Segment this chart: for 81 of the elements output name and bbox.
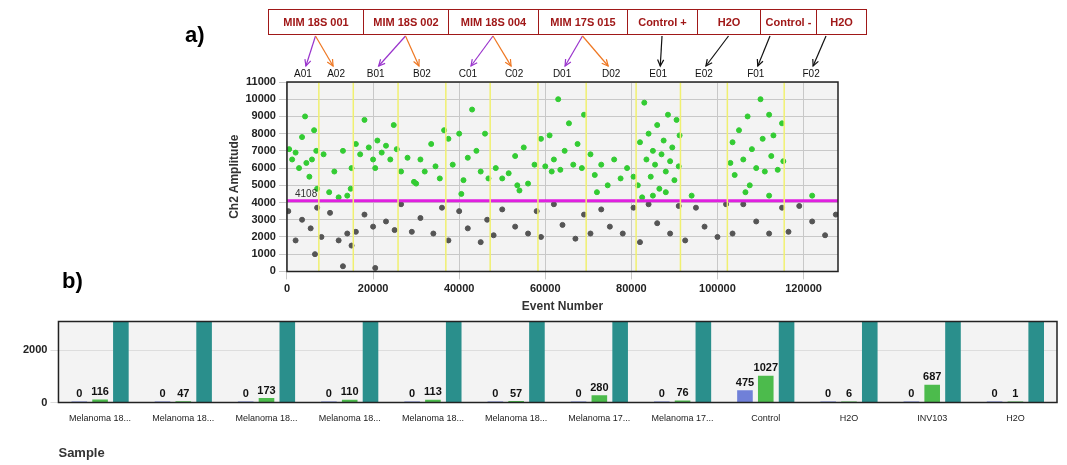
x-tick-label: H2O <box>839 413 859 424</box>
text: H2O <box>816 9 867 35</box>
x-tick-label: H2O <box>1006 413 1025 424</box>
text: MIM 18S 004 <box>448 9 539 35</box>
y-tick-label: 1000 <box>251 247 276 260</box>
text: C01 <box>458 68 478 79</box>
x-tick-label: 120000 <box>785 282 822 295</box>
data-label: 1 <box>1012 387 1019 400</box>
x-tick-label: 40000 <box>443 282 475 295</box>
y-tick-label: 2000 <box>251 229 276 242</box>
x-tick-label: 100000 <box>699 282 736 295</box>
y-tick-label: 11000 <box>246 75 276 88</box>
data-label: 0 <box>908 387 915 400</box>
text: A01 <box>294 68 312 79</box>
data-label: 0 <box>825 387 832 400</box>
y-tick-label: 6000 <box>251 161 276 174</box>
data-label: 475 <box>735 375 755 388</box>
x-tick-label: 20000 <box>357 282 389 295</box>
text: Control - <box>760 9 817 35</box>
text: D01 <box>552 68 572 79</box>
text: E01 <box>649 68 668 79</box>
data-label: 173 <box>257 383 276 396</box>
y-axis-title: Ch2 Amplitude <box>226 134 241 219</box>
x-tick-label: Melanoma 17... <box>568 413 631 424</box>
x-tick-label: 80000 <box>616 282 647 295</box>
text: A02 <box>327 68 345 79</box>
x-tick-label: 60000 <box>529 282 561 295</box>
x-tick-label: Melanoma 18... <box>235 413 298 424</box>
text: MIM 17S 015 <box>538 9 628 35</box>
data-label: 0 <box>325 387 332 400</box>
text: H2O <box>697 9 761 35</box>
text: F02 <box>802 68 820 79</box>
text: Control + <box>627 9 698 35</box>
ref-line-label: 4108 <box>294 187 318 199</box>
y-tick-label: 7000 <box>251 143 276 156</box>
x-tick-label: Melanoma 18... <box>318 413 381 424</box>
x-tick-label: Melanoma 18... <box>69 413 132 424</box>
data-label: 0 <box>575 387 582 400</box>
text: B02 <box>413 68 431 79</box>
text: B01 <box>366 68 385 79</box>
data-label: 280 <box>590 380 609 393</box>
x-tick-label: Control <box>751 413 781 424</box>
text: C02 <box>504 68 524 79</box>
data-label: 0 <box>492 387 499 400</box>
y-tick-label: 5000 <box>251 178 276 191</box>
x-tick-label: INV103 <box>917 413 948 424</box>
data-label: 0 <box>159 387 166 400</box>
data-label: 0 <box>409 387 416 400</box>
text: MIM 18S 002 <box>363 9 449 35</box>
data-label: 110 <box>340 385 359 398</box>
data-label: 0 <box>991 387 998 400</box>
y-tick-label: 0 <box>269 264 276 277</box>
text: MIM 18S 001 <box>268 9 364 35</box>
x-tick-label: Melanoma 18... <box>485 413 548 424</box>
data-label: 1027 <box>753 361 778 374</box>
y-tick-label: 8000 <box>251 126 276 139</box>
text: D02 <box>601 68 621 79</box>
y-tick-label: 9000 <box>251 109 276 122</box>
x-tick-label: Melanoma 18... <box>401 413 464 424</box>
data-label: 687 <box>923 370 942 383</box>
text: F01 <box>747 68 765 79</box>
y-tick-label: 3000 <box>251 212 276 225</box>
y-tick-label: 4000 <box>251 195 276 208</box>
data-label: 6 <box>845 387 853 400</box>
y-tick-label: 2000 <box>22 343 48 356</box>
y-tick-label: 10000 <box>245 92 276 105</box>
x-axis-title: Event Number <box>521 299 604 314</box>
x-tick-label: 0 <box>283 282 291 295</box>
x-axis-title: Sample <box>58 444 105 460</box>
data-label: 113 <box>424 385 442 398</box>
data-label: 0 <box>76 387 83 400</box>
text: E02 <box>694 68 713 79</box>
data-label: 76 <box>676 386 689 399</box>
data-label: 0 <box>658 387 665 400</box>
data-label: 116 <box>91 385 109 398</box>
data-label: 57 <box>510 386 523 399</box>
x-tick-label: Melanoma 18... <box>152 413 215 424</box>
data-label: 47 <box>177 386 190 399</box>
text: a) <box>185 22 205 48</box>
text: b) <box>62 268 83 294</box>
x-tick-label: Melanoma 17... <box>651 413 714 424</box>
